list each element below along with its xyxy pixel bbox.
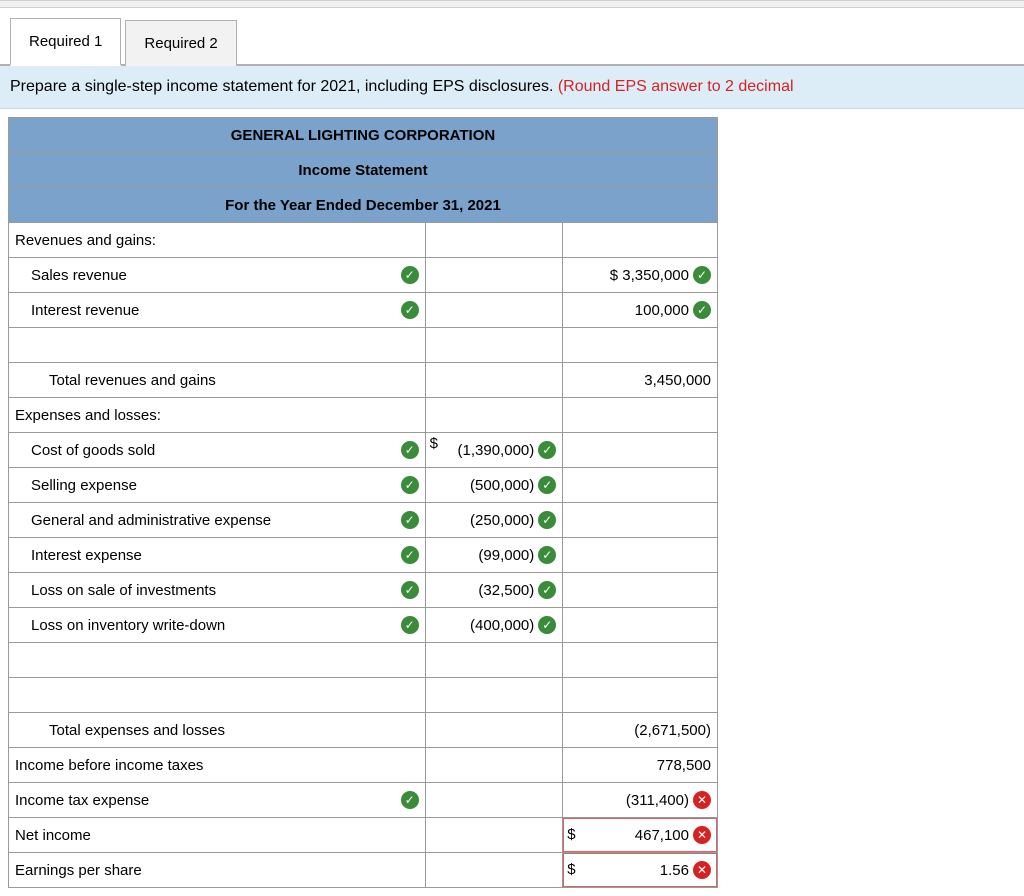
label-loss-investments: Loss on sale of investments [31, 582, 216, 599]
row-revenues-gains: Revenues and gains: [9, 223, 718, 258]
row-loss-writedown: Loss on inventory write-down ✓ (400,000)… [9, 608, 718, 643]
row-interest-expense: Interest expense ✓ (99,000) ✓ [9, 538, 718, 573]
label-expenses-losses: Expenses and losses: [9, 398, 426, 433]
label-net-income: Net income [9, 818, 426, 853]
check-icon: ✓ [401, 616, 419, 634]
check-icon: ✓ [401, 581, 419, 599]
value-interest-revenue: 100,000 [635, 302, 689, 319]
value-income-tax: (311,400) [626, 792, 689, 809]
row-expenses-losses: Expenses and losses: [9, 398, 718, 433]
check-icon: ✓ [538, 546, 556, 564]
label-interest-revenue: Interest revenue [31, 302, 139, 319]
value-loss-investments: (32,500) [478, 582, 534, 599]
top-strip [0, 0, 1024, 8]
value-cogs: (1,390,000) [458, 442, 535, 459]
x-icon: ✕ [693, 791, 711, 809]
row-net-income: Net income $ 467,100 ✕ [9, 818, 718, 853]
dollar-sign: $ [567, 861, 575, 878]
value-loss-writedown: (400,000) [470, 617, 534, 634]
label-ibt: Income before income taxes [9, 748, 426, 783]
row-cogs: Cost of goods sold ✓ $ (1,390,000) ✓ [9, 433, 718, 468]
value-total-expenses: (2,671,500) [563, 713, 718, 748]
check-icon: ✓ [401, 441, 419, 459]
tab-required-1[interactable]: Required 1 [10, 18, 121, 66]
instruction-banner: Prepare a single-step income statement f… [0, 66, 1024, 109]
label-cogs: Cost of goods sold [31, 442, 155, 459]
value-interest-expense: (99,000) [478, 547, 534, 564]
label-selling-expense: Selling expense [31, 477, 137, 494]
value-selling-expense: (500,000) [470, 477, 534, 494]
label-ga-expense: General and administrative expense [31, 512, 271, 529]
row-blank-2 [9, 643, 718, 678]
dollar-sign: $ [430, 435, 438, 452]
check-icon: ✓ [401, 266, 419, 284]
label-total-expenses: Total expenses and losses [9, 713, 426, 748]
x-icon: ✕ [693, 861, 711, 879]
check-icon: ✓ [538, 476, 556, 494]
row-sales-revenue: Sales revenue ✓ $ 3,350,000 ✓ [9, 258, 718, 293]
tab-bar: Required 1 Required 2 [0, 8, 1024, 66]
instruction-hint: (Round EPS answer to 2 decimal [558, 78, 794, 95]
income-statement-table: GENERAL LIGHTING CORPORATION Income Stat… [8, 117, 718, 888]
label-eps: Earnings per share [9, 853, 426, 888]
row-ga-expense: General and administrative expense ✓ (25… [9, 503, 718, 538]
label-interest-expense: Interest expense [31, 547, 142, 564]
tab-required-2[interactable]: Required 2 [125, 20, 236, 66]
header-company: GENERAL LIGHTING CORPORATION [9, 118, 718, 153]
row-blank-3 [9, 678, 718, 713]
check-icon: ✓ [401, 546, 419, 564]
instruction-text: Prepare a single-step income statement f… [10, 78, 558, 95]
row-total-revenues: Total revenues and gains 3,450,000 [9, 363, 718, 398]
value-net-income: 467,100 [635, 827, 689, 844]
check-icon: ✓ [538, 616, 556, 634]
value-eps: 1.56 [660, 862, 689, 879]
check-icon: ✓ [693, 301, 711, 319]
value-ga-expense: (250,000) [470, 512, 534, 529]
row-eps: Earnings per share $ 1.56 ✕ [9, 853, 718, 888]
row-blank-1 [9, 328, 718, 363]
row-income-before-tax: Income before income taxes 778,500 [9, 748, 718, 783]
label-revenues-gains: Revenues and gains: [9, 223, 426, 258]
x-icon: ✕ [693, 826, 711, 844]
check-icon: ✓ [401, 791, 419, 809]
row-income-tax-expense: Income tax expense ✓ (311,400) ✕ [9, 783, 718, 818]
dollar-sign: $ [567, 826, 575, 843]
label-sales-revenue: Sales revenue [31, 267, 127, 284]
row-interest-revenue: Interest revenue ✓ 100,000 ✓ [9, 293, 718, 328]
header-title: Income Statement [9, 153, 718, 188]
value-sales-revenue: $ 3,350,000 [610, 267, 689, 284]
check-icon: ✓ [538, 441, 556, 459]
label-total-revenues: Total revenues and gains [9, 363, 426, 398]
label-income-tax: Income tax expense [15, 792, 149, 809]
check-icon: ✓ [401, 301, 419, 319]
value-ibt: 778,500 [563, 748, 718, 783]
check-icon: ✓ [538, 511, 556, 529]
row-selling-expense: Selling expense ✓ (500,000) ✓ [9, 468, 718, 503]
header-period: For the Year Ended December 31, 2021 [9, 188, 718, 223]
row-total-expenses: Total expenses and losses (2,671,500) [9, 713, 718, 748]
check-icon: ✓ [693, 266, 711, 284]
check-icon: ✓ [401, 511, 419, 529]
check-icon: ✓ [401, 476, 419, 494]
row-loss-investments: Loss on sale of investments ✓ (32,500) ✓ [9, 573, 718, 608]
label-loss-writedown: Loss on inventory write-down [31, 617, 225, 634]
check-icon: ✓ [538, 581, 556, 599]
value-total-revenues: 3,450,000 [563, 363, 718, 398]
